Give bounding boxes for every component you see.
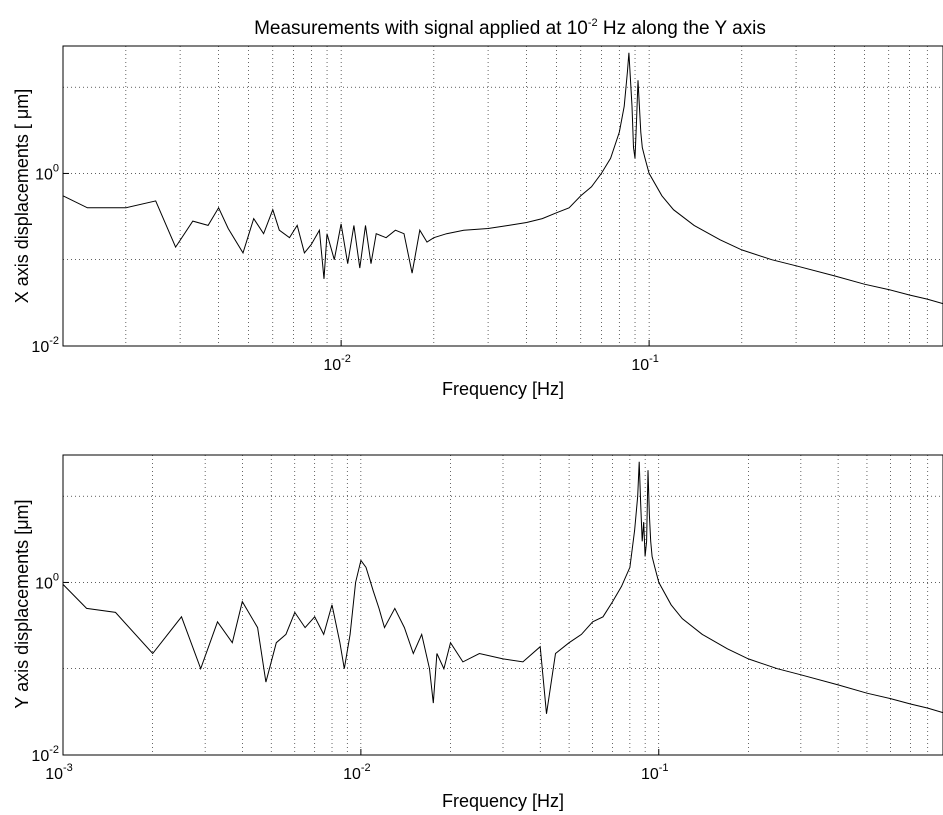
chart-title: Measurements with signal applied at 10-2… xyxy=(254,17,766,39)
bottom-x-tick-label: 10-1 xyxy=(641,762,669,783)
chart-title-superscript: -2 xyxy=(588,17,598,29)
bottom-x-axis-label: Frequency [Hz] xyxy=(442,791,564,811)
bottom-y-axis-label: Y axis displacements [μm] xyxy=(12,499,32,708)
top-grid xyxy=(63,46,943,346)
top-x-tick-label: 10-1 xyxy=(631,353,659,374)
bottom-y-tick-label: 100 xyxy=(35,571,59,592)
bottom-x-tick-label: 10-2 xyxy=(343,762,371,783)
top-x-axis-label: Frequency [Hz] xyxy=(442,379,564,399)
top-ticks: 10-2 10-1 10-2 100 xyxy=(31,162,658,374)
top-y-axis-label: X axis displacements [ μm] xyxy=(12,89,32,303)
top-y-tick-label: 100 xyxy=(35,162,59,183)
top-x-tick-label: 10-2 xyxy=(323,353,351,374)
chart-title-text-before: Measurements with signal applied at 10 xyxy=(254,18,588,39)
bottom-series-line xyxy=(62,461,943,714)
top-series-line xyxy=(62,52,943,305)
bottom-x-tick-label: 10-3 xyxy=(45,762,73,783)
bottom-y-tick-label: 10-2 xyxy=(31,744,59,765)
chart-title-text-after: Hz along the Y axis xyxy=(598,18,766,39)
top-y-tick-label: 10-2 xyxy=(31,335,59,356)
bottom-plot-frame xyxy=(62,454,943,756)
bottom-grid xyxy=(63,455,943,755)
top-subplot: 10-2 10-1 10-2 100 Frequency [Hz] X axis di… xyxy=(12,45,943,399)
top-plot-frame xyxy=(62,45,943,347)
